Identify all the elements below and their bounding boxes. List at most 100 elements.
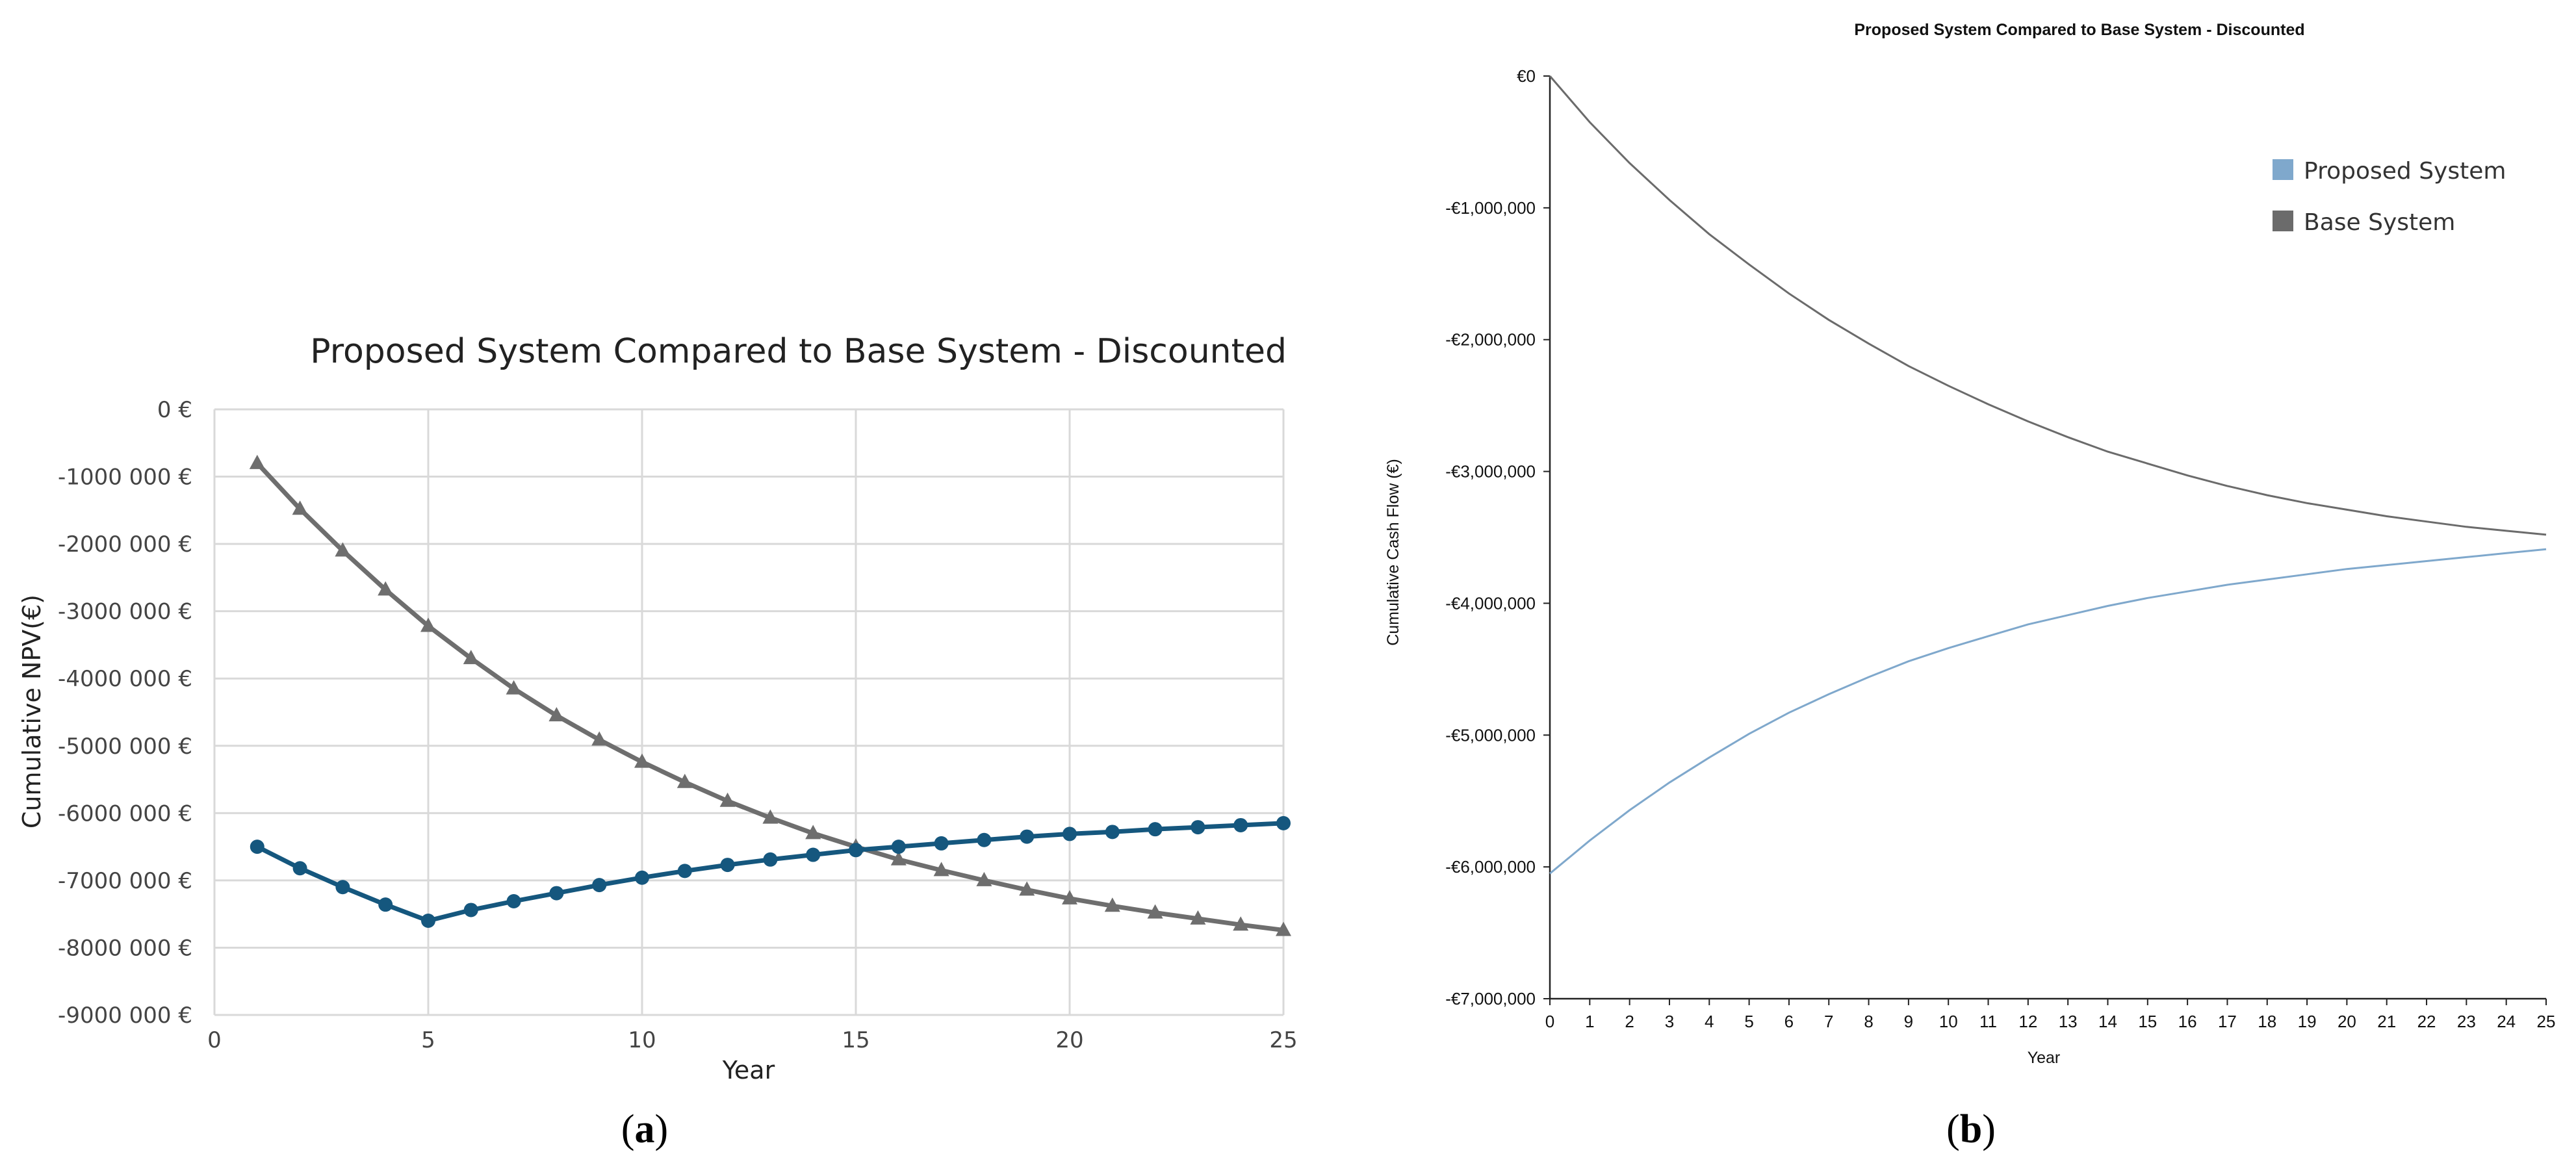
chart-b-x-tick-label: 4 [1705, 1012, 1714, 1031]
chart-a-point-base-system [1276, 921, 1291, 936]
chart-a-point-base-system [1104, 897, 1120, 912]
chart-b-y-tick-label: -€2,000,000 [1445, 330, 1536, 350]
chart-a-point-proposed-system [292, 861, 307, 876]
chart-a-point-base-system [933, 862, 949, 877]
panel-a-letter: a [635, 1107, 655, 1151]
chart-a-point-proposed-system [506, 893, 521, 908]
chart-a-y-tick-label: -2000 000 € [58, 532, 192, 558]
chart-b-x-tick-label: 19 [2298, 1012, 2317, 1031]
chart-a-point-base-system [463, 650, 479, 665]
chart-a-y-tick-label: -8000 000 € [58, 935, 192, 961]
chart-b-x-tick-label: 21 [2377, 1012, 2396, 1031]
chart-b-x-tick-label: 10 [1939, 1012, 1958, 1031]
chart-a-y-tick-label: -5000 000 € [58, 734, 192, 760]
chart-b-x-tick-label: 6 [1784, 1012, 1794, 1031]
chart-a-point-proposed-system [763, 852, 778, 867]
chart-a-point-proposed-system [635, 870, 649, 885]
chart-b-x-tick-label: 1 [1585, 1012, 1594, 1031]
chart-b-y-axis-label: Cumulative Cash Flow (€) [1384, 459, 1402, 646]
chart-a-point-base-system [249, 454, 265, 469]
chart-b-line-proposed-system [1549, 548, 2547, 875]
chart-a-y-tick-label: -6000 000 € [58, 801, 192, 827]
panel-b-letter: b [1960, 1107, 1982, 1151]
chart-a-y-tick-label: -4000 000 € [58, 666, 192, 692]
chart-b-x-tick-label: 9 [1904, 1012, 1913, 1031]
chart-a-axes [213, 409, 1283, 1016]
chart-b-x-tick-label: 20 [2338, 1012, 2356, 1031]
chart-b-x-tick-label: 8 [1864, 1012, 1873, 1031]
chart-a-point-base-system [1019, 881, 1035, 896]
chart-a-point-proposed-system [1276, 815, 1291, 830]
chart-a-y-tick-labels: 0 € -1000 000 € -2000 000 € -3000 000 € -400… [58, 397, 192, 1029]
chart-b-y-tick-label: -€1,000,000 [1445, 198, 1536, 218]
chart-a-x-tick-label: 5 [421, 1027, 435, 1053]
chart-b-y-tick-label: -€7,000,000 [1445, 989, 1536, 1008]
chart-a-point-base-system [591, 731, 608, 746]
chart-a-point-base-system [634, 753, 650, 768]
chart-a-point-base-system [506, 680, 522, 695]
chart-b-x-tick-label: 13 [2059, 1012, 2078, 1031]
chart-a-point-proposed-system [977, 832, 992, 847]
chart-a-series-proposed-system [250, 815, 1291, 929]
chart-a-point-base-system [676, 773, 693, 788]
chart-b-x-tick-labels: 0 1 2 3 4 5 6 7 8 9 10 11 12 13 14 15 16 17 18 19 20 21 22 23 24… [1545, 1012, 2556, 1031]
chart-b-x-tick-label: 25 [2537, 1012, 2556, 1031]
chart-a-point-base-system [1147, 904, 1163, 919]
chart-b-title: Proposed System Compared to Base System … [1854, 21, 2304, 39]
chart-b-x-tick-label: 17 [2218, 1012, 2237, 1031]
chart-a-y-tick-label: -7000 000 € [58, 868, 192, 894]
chart-a: Proposed System Compared to Base System … [18, 332, 1298, 1084]
chart-a-point-base-system [378, 581, 394, 596]
chart-a-point-proposed-system [335, 880, 350, 895]
chart-a-point-proposed-system [250, 840, 264, 854]
chart-a-point-base-system [1233, 916, 1249, 931]
chart-a-point-proposed-system [806, 847, 821, 862]
panel-a-open-paren: ( [621, 1107, 635, 1151]
chart-a-y-tick-label: 0 € [157, 397, 192, 423]
chart-b: Proposed System Compared to Base System … [1384, 21, 2555, 1067]
chart-a-point-proposed-system [463, 903, 478, 917]
chart-b-x-tick-label: 2 [1625, 1012, 1634, 1031]
chart-a-series-base-system [249, 454, 1291, 936]
panel-b-close-paren: ) [1982, 1107, 1996, 1151]
chart-b-x-axis-label: Year [2028, 1049, 2061, 1067]
chart-a-point-proposed-system [934, 836, 949, 851]
chart-a-line-proposed-system [256, 821, 1284, 923]
chart-a-title: Proposed System Compared to Base System … [310, 332, 1287, 371]
chart-b-x-tick-label: 24 [2497, 1012, 2516, 1031]
chart-a-y-axis-label: Cumulative NPV(€) [18, 595, 46, 828]
chart-a-point-base-system [762, 809, 779, 824]
chart-a-point-base-system [719, 792, 736, 807]
chart-a-x-tick-label: 0 [207, 1027, 222, 1053]
chart-a-grid [214, 408, 1285, 1016]
chart-b-line-base-system [1549, 75, 2547, 536]
chart-a-point-proposed-system [849, 843, 863, 858]
chart-a-point-base-system [1190, 910, 1206, 925]
panel-b-label: (b) [1946, 1107, 1996, 1151]
chart-b-x-tick-label: 16 [2178, 1012, 2197, 1031]
chart-a-point-proposed-system [1020, 829, 1035, 844]
chart-a-point-proposed-system [549, 886, 564, 901]
chart-a-point-proposed-system [891, 840, 906, 854]
chart-a-point-base-system [292, 500, 308, 515]
chart-a-x-tick-label: 25 [1269, 1027, 1297, 1053]
chart-b-y-tick-label: -€4,000,000 [1445, 593, 1536, 613]
legend-swatch-proposed-system [2273, 159, 2293, 180]
chart-b-y-tick-labels: €0 -€1,000,000 -€2,000,000 -€3,000,000 -€4,0… [1445, 66, 1536, 1008]
chart-a-x-tick-label: 10 [628, 1027, 656, 1053]
chart-b-x-tick-label: 22 [2417, 1012, 2436, 1031]
chart-b-x-tick-label: 15 [2138, 1012, 2157, 1031]
legend-label-base-system: Base System [2304, 209, 2455, 236]
chart-a-x-axis-label: Year [722, 1056, 775, 1084]
chart-b-x-tick-label: 7 [1824, 1012, 1833, 1031]
chart-a-series [249, 454, 1291, 936]
chart-a-point-proposed-system [421, 914, 435, 929]
chart-a-y-tick-label: -3000 000 € [58, 599, 192, 625]
chart-a-y-tick-label: -1000 000 € [58, 465, 192, 491]
chart-a-point-base-system [335, 542, 351, 557]
legend-swatch-base-system [2273, 211, 2293, 231]
chart-a-point-base-system [420, 617, 436, 632]
chart-b-x-tick-label: 5 [1744, 1012, 1753, 1031]
chart-a-point-proposed-system [1105, 825, 1120, 840]
